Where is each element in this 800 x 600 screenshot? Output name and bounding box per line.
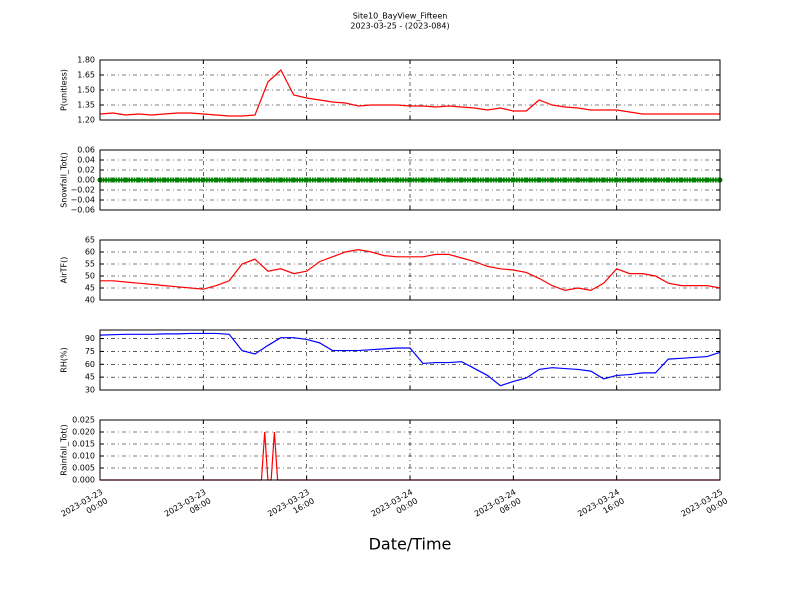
data-line [100,248,721,292]
y-tick-label: −0.02 [70,186,95,195]
y-axis-label: AirTF() [60,257,69,284]
y-tick-label: 1.20 [77,116,95,125]
y-tick-label: 1.80 [77,56,95,65]
y-tick-label: 0.02 [77,166,95,175]
y-tick-label: 60 [85,360,95,369]
y-tick-label: −0.06 [70,206,95,215]
y-axis-label: RH(%) [60,347,69,372]
y-tick-label: 0.005 [72,464,95,473]
y-axis-label: Rainfall_Tot() [60,424,69,476]
y-tick-label: 45 [85,373,95,382]
y-tick-label: 1.35 [77,101,95,110]
chart-title: Site10_BayView_Fifteen [353,12,448,21]
y-tick-label: 75 [85,347,95,356]
y-tick-label: 40 [85,296,95,305]
y-tick-label: 65 [85,236,95,245]
chart-subtitle: 2023-03-25 - (2023-084) [350,22,449,31]
y-tick-label: 0.015 [72,440,95,449]
plot-frame [99,149,721,211]
y-tick-label: 0.00 [77,176,95,185]
y-tick-label: 1.50 [77,86,95,95]
y-tick-label: 0.010 [72,452,95,461]
y-axis-label: P(unitless) [60,69,69,111]
plot-frame [99,59,721,121]
y-tick-label: 30 [85,386,95,395]
y-tick-label: 0.020 [72,428,95,437]
y-tick-label: 0.000 [72,476,95,485]
y-tick-label: 45 [85,284,95,293]
y-tick-label: 0.025 [72,416,95,425]
y-tick-label: −0.04 [70,196,95,205]
y-axis-label: Snowfall_Tot() [60,152,69,208]
y-tick-label: 50 [85,272,95,281]
y-tick-label: 60 [85,248,95,257]
y-tick-label: 0.06 [77,146,95,155]
data-line [99,332,721,387]
x-axis-label: Date/Time [369,535,452,554]
plot-frame [99,329,721,391]
data-line [99,69,720,117]
plot-frame [99,239,721,301]
y-tick-label: 0.04 [77,156,95,165]
y-tick-label: 55 [85,260,95,269]
y-tick-label: 90 [85,334,95,343]
plot-frame [99,419,721,481]
y-tick-label: 1.65 [77,71,95,80]
